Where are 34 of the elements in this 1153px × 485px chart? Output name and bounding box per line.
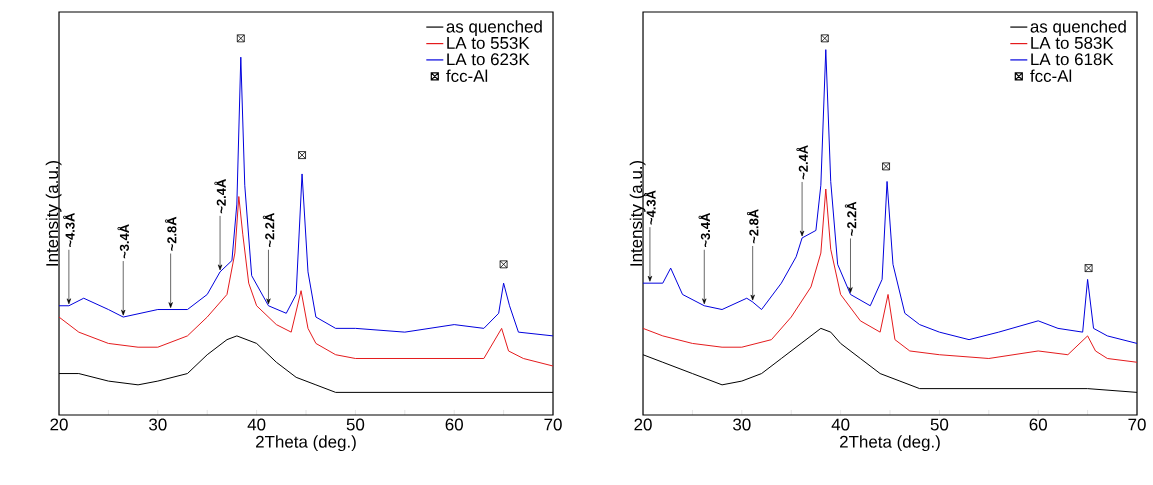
x-tick-label: 40 [831,418,850,431]
legend-label: LA to 583K [1031,36,1114,49]
legend-label: fcc-Al [1030,69,1072,82]
x-tick-label: 60 [1029,418,1047,431]
annotation: ~2.8Å [164,216,177,251]
x-axis-title: 2Theta (deg.) [840,435,940,452]
annotation: ~2.2Å [844,201,857,236]
legend-label: as quenched [1030,20,1126,36]
x-tick-label: 40 [247,418,266,431]
y-axis-title: Intensity (a.u.) [45,160,62,266]
annotation: ~2.4Å [214,179,226,214]
x-tick-label: 20 [634,418,652,431]
annotation: ~2.8Å [746,209,759,244]
x-tick-label: 70 [544,418,562,431]
x-tick-label: 20 [50,418,68,431]
annotation: ~3.4Å [117,224,130,259]
legend-label: fcc-Al [446,69,488,82]
x-tick-label: 60 [445,418,463,431]
legend-label: LA to 553K [447,36,530,49]
x-tick-label: 30 [149,418,167,431]
annotation: ~2.4Å [796,145,808,180]
legend-label: LA to 623K [447,53,530,66]
x-axis-title: 2Theta (deg.) [256,435,356,452]
legend-label: LA to 618K [1031,53,1114,66]
annotation: ~2.2Å [262,212,275,248]
x-tick-label: 70 [1128,418,1146,431]
x-tick-label: 30 [733,418,751,431]
x-tick-label: 50 [346,418,365,431]
annotation: ~4.3Å [63,212,75,248]
y-axis-title: Intensity (a.u.) [629,160,646,266]
x-tick-label: 50 [930,418,949,431]
legend-label: as quenched [446,20,542,36]
annotation: ~4.3Å [644,190,656,225]
annotation: ~3.4Å [698,212,711,248]
